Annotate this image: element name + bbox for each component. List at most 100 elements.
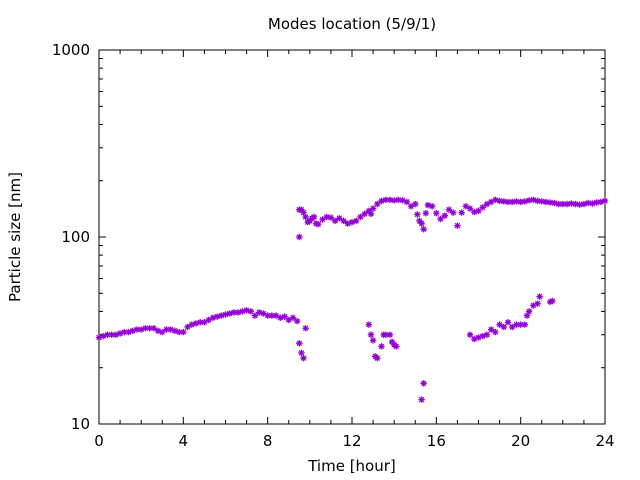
data-point bbox=[433, 210, 440, 217]
data-point bbox=[374, 354, 381, 362]
data-point bbox=[175, 328, 183, 336]
data-point bbox=[293, 317, 301, 325]
data-point bbox=[549, 297, 556, 305]
data-point bbox=[367, 331, 375, 338]
data-point bbox=[454, 222, 461, 229]
data-point bbox=[420, 380, 427, 387]
data-point bbox=[555, 200, 562, 208]
data-point bbox=[296, 340, 303, 347]
data-point bbox=[420, 226, 427, 233]
data-point bbox=[521, 198, 529, 205]
data-point bbox=[285, 316, 292, 324]
x-tick-label: 0 bbox=[94, 432, 104, 450]
data-point bbox=[466, 205, 474, 212]
data-point bbox=[205, 316, 212, 324]
plot-frame bbox=[98, 49, 606, 425]
data-point bbox=[403, 198, 411, 206]
data-point bbox=[310, 213, 318, 221]
data-point bbox=[302, 325, 309, 332]
data-point bbox=[386, 331, 394, 338]
data-point bbox=[374, 200, 381, 208]
data-point bbox=[593, 199, 600, 206]
data-point bbox=[517, 321, 524, 328]
data-point bbox=[300, 354, 307, 362]
data-point bbox=[243, 307, 250, 314]
data-point bbox=[361, 210, 368, 218]
data-point bbox=[386, 196, 394, 204]
data-point bbox=[159, 328, 166, 336]
data-point bbox=[525, 308, 533, 315]
chart-title: Modes location (5/9/1) bbox=[268, 15, 436, 33]
data-point bbox=[471, 208, 478, 216]
data-point bbox=[315, 221, 322, 228]
data-point bbox=[201, 319, 208, 326]
x-axis-title: Time [hour] bbox=[307, 457, 396, 475]
x-tick-label: 20 bbox=[511, 432, 530, 450]
y-tick-label: 1000 bbox=[52, 41, 90, 59]
data-point bbox=[327, 214, 335, 221]
data-point bbox=[418, 396, 425, 403]
data-point bbox=[298, 349, 305, 357]
data-point bbox=[521, 321, 529, 328]
data-point bbox=[336, 215, 343, 222]
data-point bbox=[150, 325, 158, 332]
data-point bbox=[209, 314, 217, 321]
data-point bbox=[367, 210, 375, 218]
x-tick-label: 12 bbox=[342, 432, 361, 450]
data-point bbox=[365, 321, 373, 328]
data-points bbox=[95, 196, 609, 403]
data-point bbox=[378, 343, 385, 350]
data-point bbox=[445, 206, 453, 213]
data-point bbox=[296, 233, 303, 241]
data-point bbox=[487, 326, 495, 333]
data-point bbox=[458, 209, 465, 216]
data-point bbox=[251, 312, 259, 319]
y-axis-title: Particle size [nm] bbox=[6, 172, 24, 302]
data-point bbox=[492, 328, 499, 336]
x-tick-label: 24 bbox=[595, 432, 614, 450]
y-tick-label: 10 bbox=[71, 415, 90, 433]
data-point bbox=[197, 319, 204, 326]
data-point bbox=[504, 319, 512, 326]
data-point bbox=[302, 213, 309, 221]
data-point bbox=[414, 211, 421, 218]
data-point bbox=[500, 198, 507, 205]
data-point bbox=[534, 300, 541, 307]
data-point bbox=[584, 199, 592, 207]
data-point bbox=[395, 196, 402, 204]
data-point bbox=[422, 210, 429, 217]
data-point bbox=[483, 331, 491, 338]
data-point bbox=[536, 293, 543, 300]
x-tick-label: 16 bbox=[427, 432, 446, 450]
data-point bbox=[412, 200, 419, 208]
data-point bbox=[247, 308, 254, 315]
data-point bbox=[357, 213, 364, 221]
data-point bbox=[601, 197, 609, 205]
data-point bbox=[393, 343, 400, 350]
data-point bbox=[428, 203, 436, 210]
data-point bbox=[222, 311, 229, 318]
data-point bbox=[369, 205, 377, 212]
axis-ticks: 0 4 8 12 16 20 24 10 100 1000 bbox=[52, 41, 615, 450]
data-point bbox=[437, 215, 444, 223]
data-point bbox=[530, 196, 537, 204]
data-point bbox=[218, 312, 225, 319]
data-point bbox=[340, 217, 347, 225]
x-tick-label: 4 bbox=[179, 432, 189, 450]
data-point bbox=[418, 220, 425, 227]
data-point bbox=[331, 217, 339, 225]
data-point bbox=[466, 331, 474, 338]
x-tick-label: 8 bbox=[263, 432, 273, 450]
data-point bbox=[108, 331, 115, 338]
data-point bbox=[475, 207, 482, 215]
data-point bbox=[378, 197, 385, 205]
data-point bbox=[319, 216, 326, 223]
data-point bbox=[500, 323, 507, 331]
data-point bbox=[572, 200, 579, 208]
data-point bbox=[513, 198, 520, 205]
y-tick-label: 100 bbox=[61, 228, 90, 246]
data-point bbox=[369, 337, 377, 344]
data-point bbox=[180, 328, 187, 336]
data-point bbox=[353, 217, 360, 225]
